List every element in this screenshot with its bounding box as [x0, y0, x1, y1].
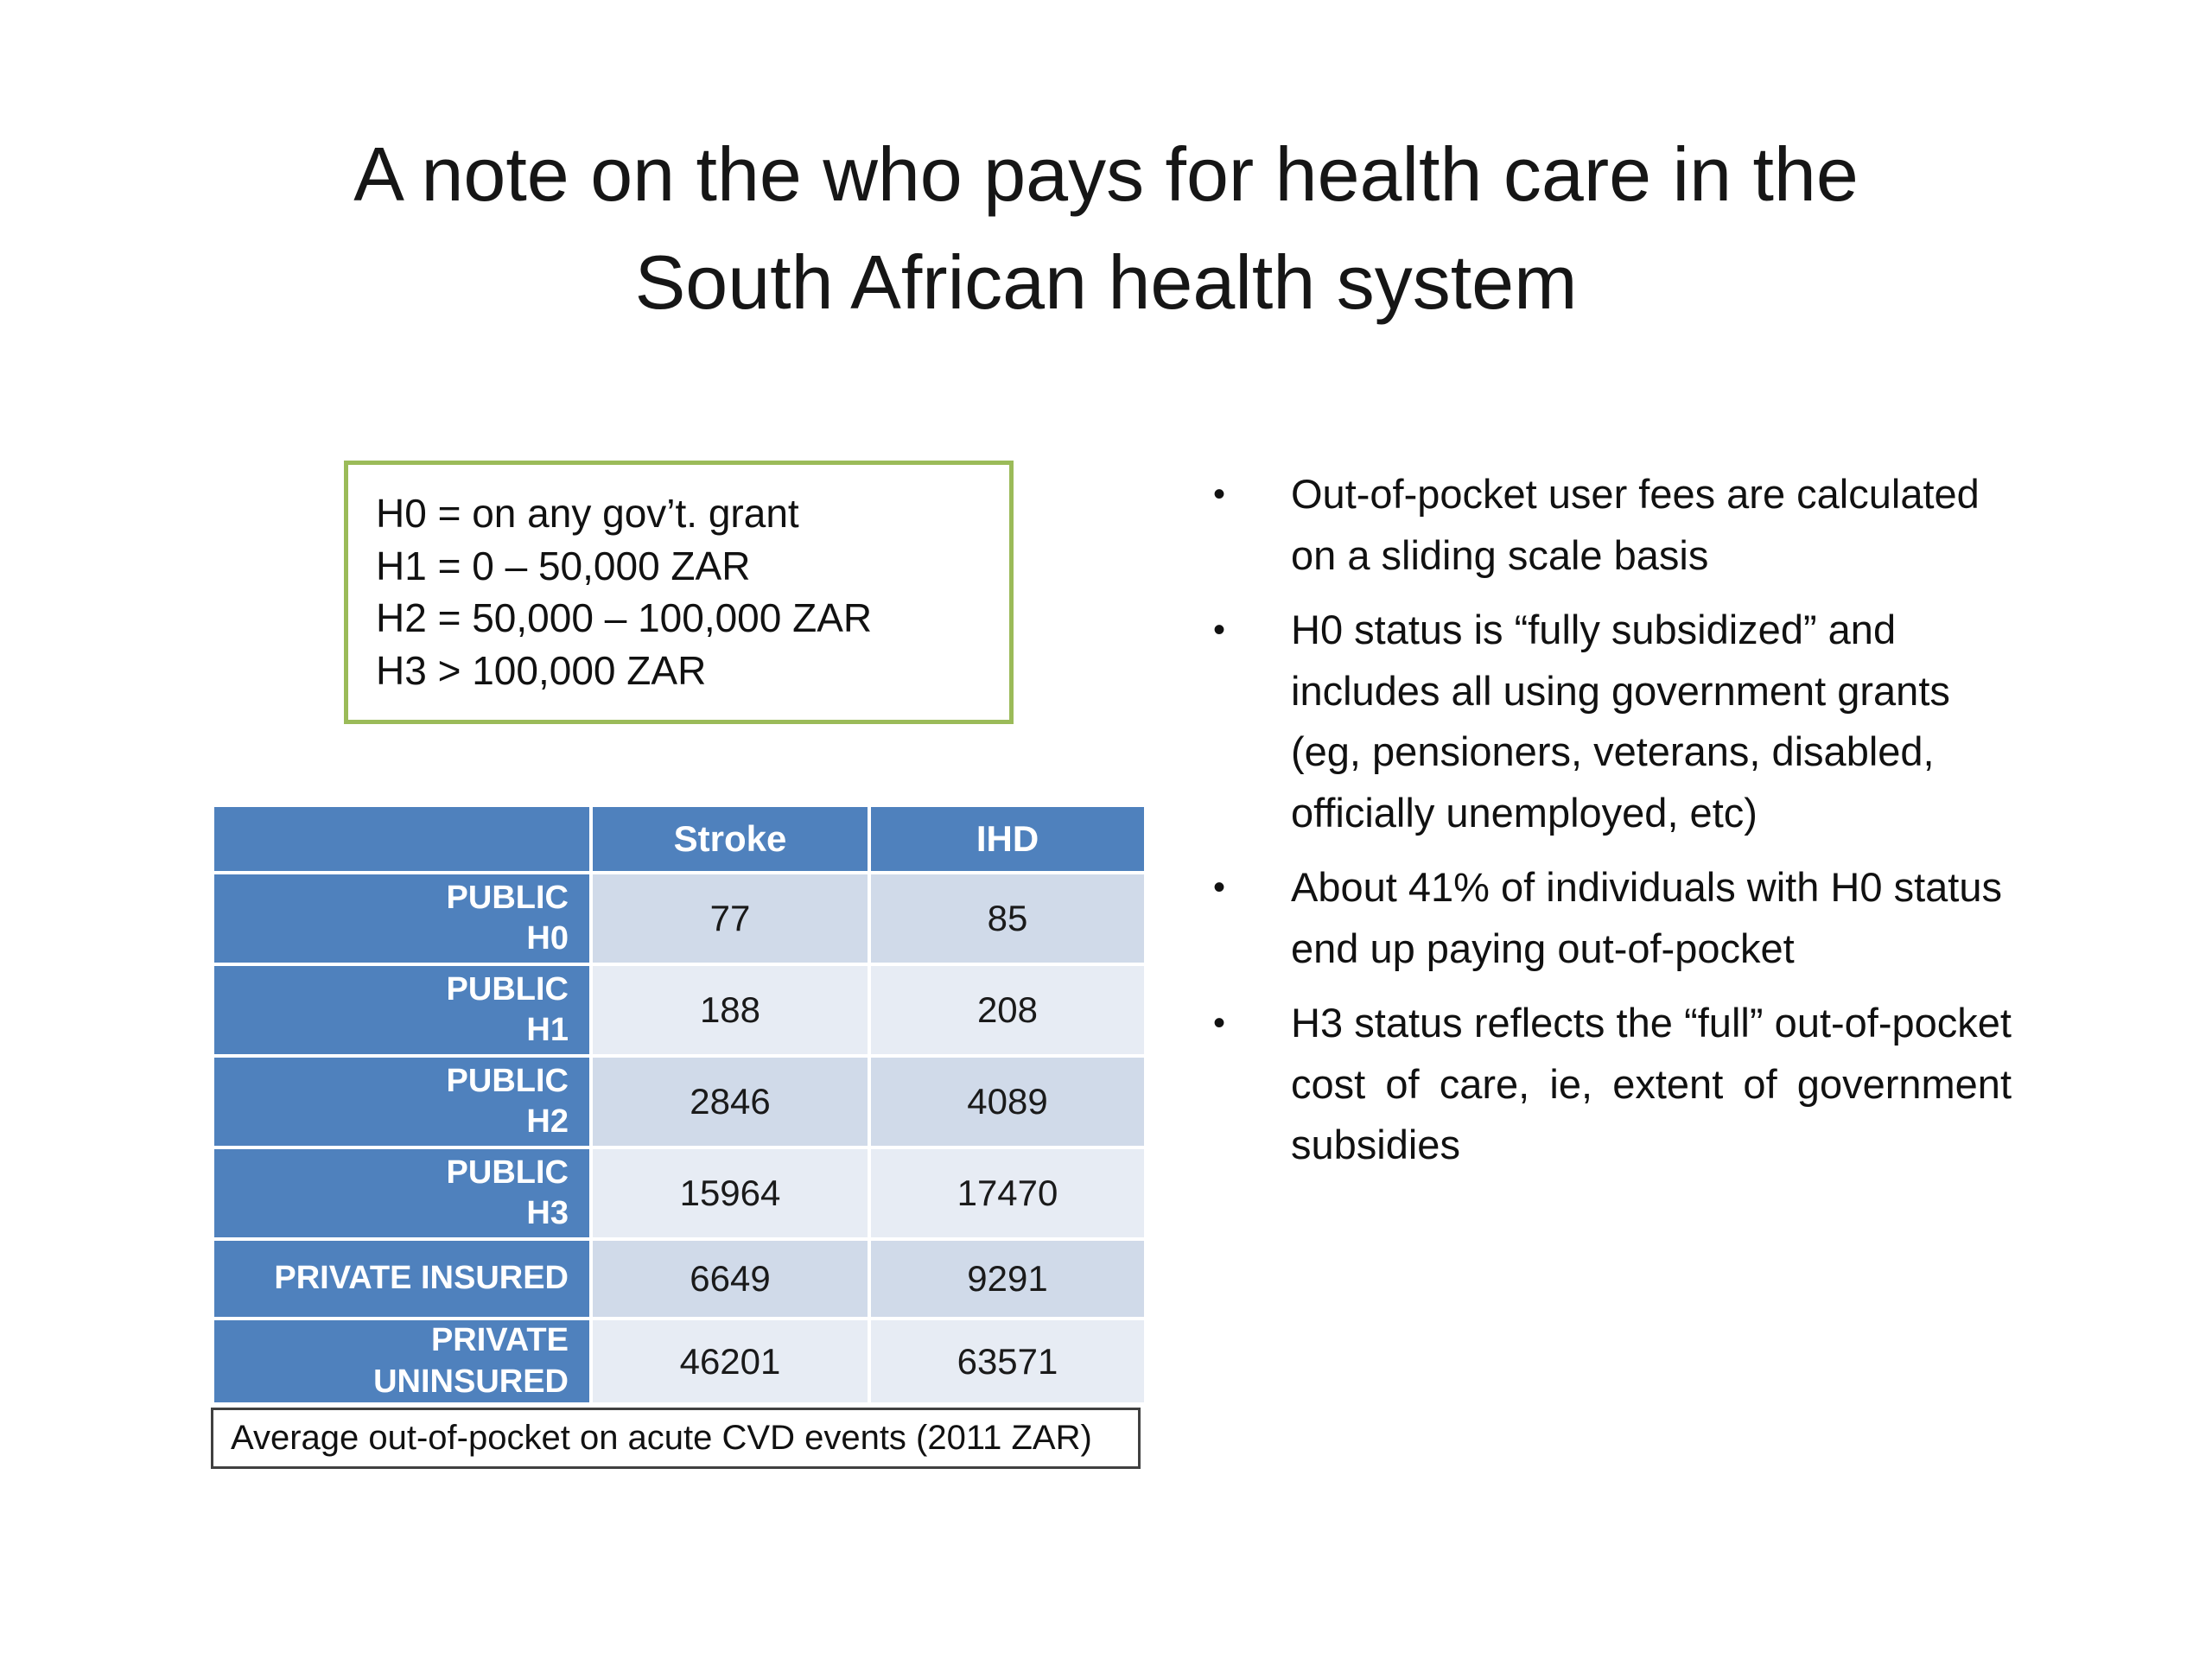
cell-ihd: 4089 — [871, 1058, 1144, 1146]
cell-stroke: 188 — [593, 966, 868, 1054]
cell-ihd: 17470 — [871, 1149, 1144, 1237]
bullet-item: • About 41% of individuals with H0 statu… — [1208, 857, 2012, 979]
row-label: PUBLIC H0 — [214, 874, 589, 963]
cell-stroke: 15964 — [593, 1149, 868, 1237]
table-header-ihd: IHD — [871, 807, 1144, 871]
table-header-row: Stroke IHD — [214, 807, 1144, 871]
bullet-text: About 41% of individuals with H0 status … — [1291, 864, 2002, 971]
table-row-public-h1: PUBLIC H1 188 208 — [214, 966, 1144, 1054]
slide-title: A note on the who pays for health care i… — [0, 121, 2212, 337]
legend-box: H0 = on any gov’t. grant H1 = 0 – 50,000… — [344, 461, 1014, 724]
cell-stroke: 46201 — [593, 1320, 868, 1402]
bullet-item: • Out-of-pocket user fees are calculated… — [1208, 464, 2012, 586]
row-label: PUBLIC H2 — [214, 1058, 589, 1146]
bullet-list: • Out-of-pocket user fees are calculated… — [1208, 464, 2012, 1190]
row-label: PRIVATE INSURED — [214, 1241, 589, 1317]
cell-ihd: 63571 — [871, 1320, 1144, 1402]
table-row-public-h3: PUBLIC H3 15964 17470 — [214, 1149, 1144, 1237]
bullet-icon: • — [1213, 868, 1226, 906]
bullet-text: Out-of-pocket user fees are calculated o… — [1291, 471, 1980, 578]
table-row-private-uninsured: PRIVATE UNINSURED 46201 63571 — [214, 1320, 1144, 1402]
table: Stroke IHD PUBLIC H0 77 85 PUBLIC H1 188… — [211, 804, 1147, 1406]
legend-line-h2: H2 = 50,000 – 100,000 ZAR — [376, 595, 873, 641]
cell-stroke: 2846 — [593, 1058, 868, 1146]
slide-title-line2: South African health system — [634, 238, 1578, 325]
row-label: PRIVATE UNINSURED — [214, 1320, 589, 1402]
table-caption: Average out-of-pocket on acute CVD event… — [211, 1408, 1141, 1469]
slide-title-line1: A note on the who pays for health care i… — [353, 131, 1859, 217]
legend-line-h1: H1 = 0 – 50,000 ZAR — [376, 543, 751, 588]
bullet-icon: • — [1213, 475, 1226, 513]
legend-line-h0: H0 = on any gov’t. grant — [376, 491, 799, 536]
table-row-public-h0: PUBLIC H0 77 85 — [214, 874, 1144, 963]
bullet-item: • H3 status reflects the “full” out-of-p… — [1208, 993, 2012, 1176]
cell-ihd: 9291 — [871, 1241, 1144, 1317]
table-row-private-insured: PRIVATE INSURED 6649 9291 — [214, 1241, 1144, 1317]
bullet-text: H3 status reflects the “full” out-of-poc… — [1291, 1000, 2012, 1167]
cell-stroke: 6649 — [593, 1241, 868, 1317]
cell-ihd: 208 — [871, 966, 1144, 1054]
bullet-icon: • — [1213, 1004, 1226, 1042]
cell-ihd: 85 — [871, 874, 1144, 963]
row-label: PUBLIC H3 — [214, 1149, 589, 1237]
table-row-public-h2: PUBLIC H2 2846 4089 — [214, 1058, 1144, 1146]
table-header-empty — [214, 807, 589, 871]
bullet-text: H0 status is “fully subsidized” and incl… — [1291, 607, 1950, 836]
legend-line-h3: H3 > 100,000 ZAR — [376, 648, 707, 694]
bullet-icon: • — [1213, 611, 1226, 649]
cvd-cost-table: Stroke IHD PUBLIC H0 77 85 PUBLIC H1 188… — [211, 804, 1144, 1469]
table-header-stroke: Stroke — [593, 807, 868, 871]
row-label: PUBLIC H1 — [214, 966, 589, 1054]
bullet-item: • H0 status is “fully subsidized” and in… — [1208, 600, 2012, 843]
cell-stroke: 77 — [593, 874, 868, 963]
